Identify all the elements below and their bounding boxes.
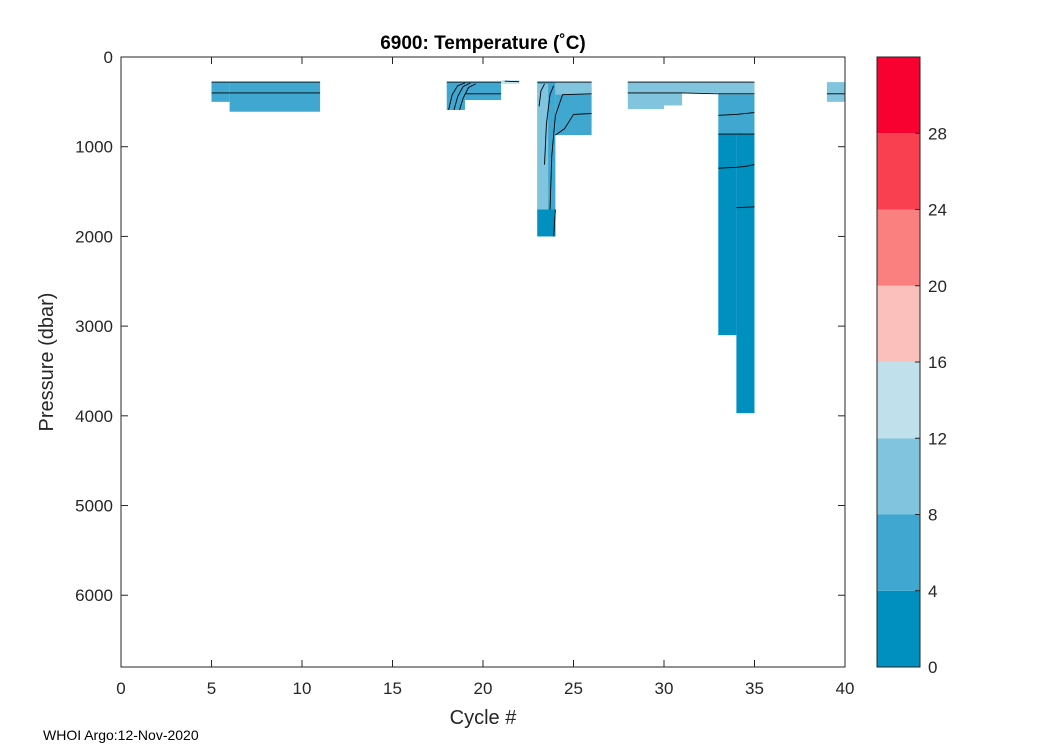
- contour-line-4: [453, 82, 471, 111]
- x-axis-label: Cycle #: [450, 707, 518, 729]
- colorbar: 0 4 8 12 16 20 24 28: [876, 56, 947, 677]
- y-tick-label-6000: 6000: [75, 586, 113, 605]
- x-tick-label-10: 10: [293, 679, 312, 698]
- x-tick-label-0: 0: [116, 679, 125, 698]
- contour-line-16: [718, 112, 755, 116]
- contour-line-19: [736, 206, 755, 209]
- x-tick-label-40: 40: [836, 679, 855, 698]
- data-cell-13: [826, 82, 845, 102]
- x-tick-label-30: 30: [655, 679, 674, 698]
- data-cell-0: [211, 82, 230, 102]
- colorbar-level-5: [877, 209, 920, 286]
- x-tick-label-5: 5: [207, 679, 216, 698]
- y-tick-label-2000: 2000: [75, 227, 113, 246]
- colorbar-label-24: 24: [928, 201, 947, 220]
- data-cell-3: [464, 82, 502, 101]
- contour-line-18: [718, 164, 755, 169]
- x-tick-label-15: 15: [383, 679, 402, 698]
- colorbar-level-7: [877, 57, 920, 134]
- colorbar-level-0: [877, 590, 920, 667]
- plot-area: 0 5 10 15 20 25 30 35 40 0 1000 2000 3000 4000 5000 60…: [75, 48, 854, 698]
- colorbar-label-28: 28: [928, 124, 947, 143]
- y-axis-ticks: 0 1000 2000 3000 4000 5000 6000: [75, 48, 845, 605]
- contour-line-12: [553, 209, 556, 237]
- chart-title: 6900: Temperature (˚C): [380, 33, 586, 54]
- contour-line-3: [448, 82, 466, 111]
- y-tick-label-0: 0: [104, 48, 113, 67]
- x-tick-label-20: 20: [474, 679, 493, 698]
- contour-line-15: [627, 92, 755, 95]
- temperature-cells: [211, 80, 845, 414]
- contour-line-11: [549, 93, 592, 210]
- contour-line-5: [459, 83, 476, 111]
- footer-credit: WHOI Argo:12-Nov-2020: [43, 727, 199, 743]
- data-overlay-3: [555, 82, 592, 95]
- isotherm-contours: [211, 80, 845, 237]
- data-cell-11: [718, 134, 737, 336]
- y-tick-label-5000: 5000: [75, 497, 113, 516]
- colorbar-label-0: 0: [928, 658, 937, 677]
- y-tick-label-1000: 1000: [75, 138, 113, 157]
- contour-line-10: [544, 85, 555, 165]
- colorbar-label-4: 4: [928, 582, 937, 601]
- data-overlay-4: [627, 82, 719, 93]
- x-tick-label-25: 25: [564, 679, 583, 698]
- contour-line-9: [538, 83, 545, 107]
- x-axis-ticks: 0 5 10 15 20 25 30 35 40: [116, 57, 854, 698]
- contour-line-7: [504, 80, 520, 83]
- data-cell-1: [229, 82, 321, 112]
- colorbar-level-6: [877, 133, 920, 210]
- data-overlay-0: [446, 82, 465, 110]
- y-tick-label-4000: 4000: [75, 407, 113, 426]
- colorbar-level-1: [877, 514, 920, 591]
- y-tick-label-3000: 3000: [75, 317, 113, 336]
- data-overlay-5: [718, 82, 755, 95]
- data-overlay-1: [537, 83, 549, 210]
- data-cell-12: [736, 134, 755, 414]
- colorbar-label-16: 16: [928, 353, 947, 372]
- data-cell-4: [501, 80, 520, 84]
- colorbar-label-8: 8: [928, 506, 937, 525]
- colorbar-label-12: 12: [928, 429, 947, 448]
- x-tick-label-35: 35: [745, 679, 764, 698]
- colorbar-label-20: 20: [928, 277, 947, 296]
- contour-line-13: [555, 113, 592, 136]
- colorbar-level-4: [877, 285, 920, 362]
- data-overlay-2: [537, 209, 556, 237]
- colorbar-level-2: [877, 438, 920, 515]
- y-axis-label: Pressure (dbar): [36, 293, 58, 432]
- colorbar-level-3: [877, 362, 920, 439]
